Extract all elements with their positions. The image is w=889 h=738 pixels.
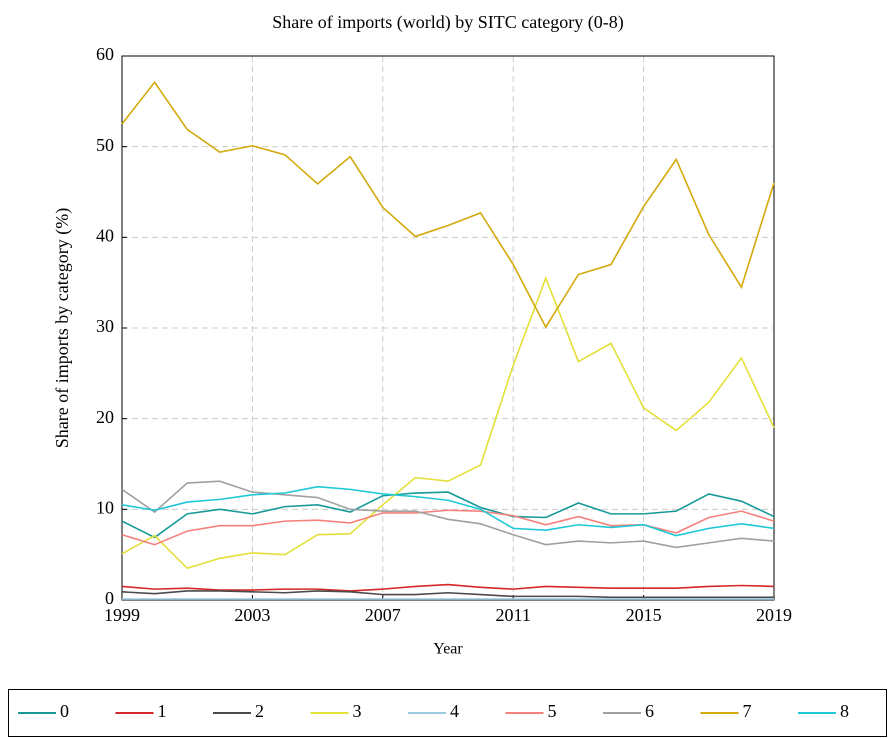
legend-label: 2	[255, 701, 264, 721]
legend-box	[8, 689, 887, 737]
series-line	[121, 485, 775, 537]
series-line	[121, 590, 774, 599]
x-tick-label: 2011	[496, 605, 531, 625]
x-tick-label: 1999	[104, 605, 140, 625]
series-line	[121, 480, 775, 549]
y-tick-label: 10	[96, 497, 114, 517]
legend-label: 8	[840, 701, 849, 721]
legend-label: 3	[353, 701, 362, 721]
plot-frame	[121, 55, 775, 601]
series-line	[121, 80, 775, 329]
legend-label: 7	[743, 701, 752, 721]
legend-label: 5	[548, 701, 557, 721]
series-line	[121, 275, 775, 570]
y-tick-label: 50	[96, 135, 114, 155]
x-tick-label: 2003	[234, 605, 270, 625]
legend-label: 1	[158, 701, 167, 721]
y-tick-label: 60	[96, 44, 114, 64]
x-axis-label: Year	[433, 641, 463, 658]
legend-label: 4	[450, 701, 459, 721]
y-axis-label: Share of imports by category (%)	[52, 208, 73, 448]
y-tick-label: 40	[96, 225, 114, 245]
x-tick-label: 2007	[365, 605, 401, 625]
legend-label: 0	[60, 701, 69, 721]
y-tick-label: 20	[96, 407, 114, 427]
y-tick-label: 0	[105, 588, 114, 608]
series-line	[121, 583, 775, 592]
chart-title: Share of imports (world) by SITC categor…	[272, 12, 623, 33]
x-tick-label: 2019	[756, 605, 792, 625]
series-line	[121, 509, 775, 546]
legend-label: 6	[645, 701, 654, 721]
series-line	[121, 491, 775, 539]
x-tick-label: 2015	[626, 605, 662, 625]
y-tick-label: 30	[96, 316, 114, 336]
